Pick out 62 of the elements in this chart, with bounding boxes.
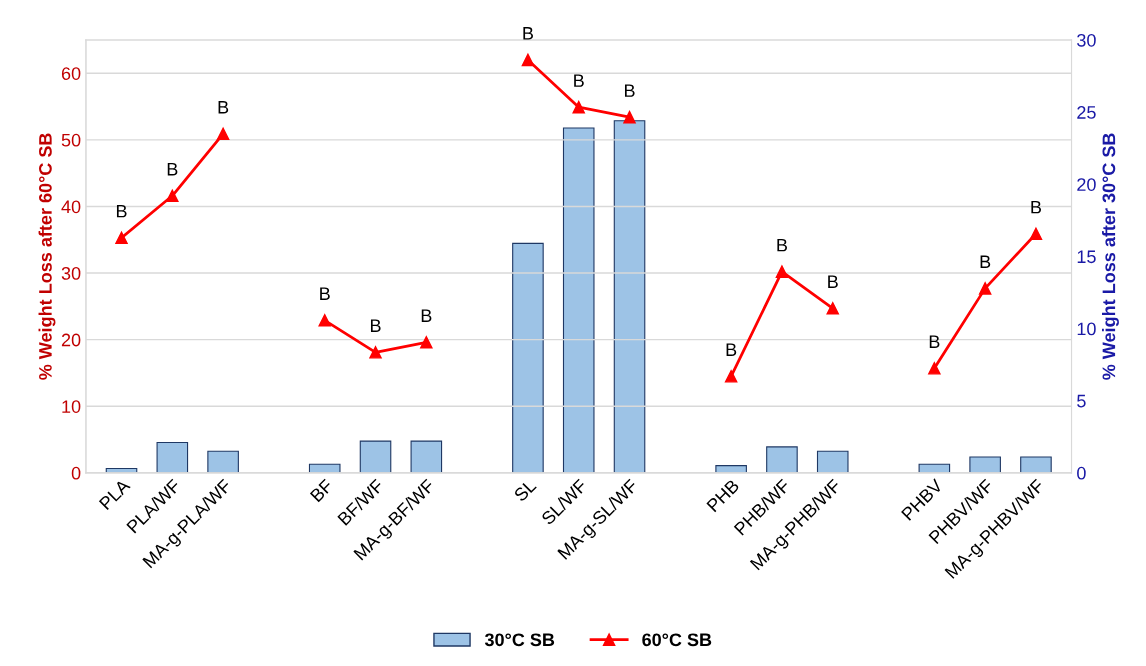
point — [318, 314, 331, 327]
y2-tick-label: 15 — [1077, 250, 1096, 264]
bar — [816, 450, 849, 473]
y-tick-label: 10 — [62, 400, 81, 413]
y-tick-label: 20 — [61, 333, 81, 347]
x-tick-label: BF — [309, 478, 334, 503]
annotation: B — [1031, 200, 1042, 214]
annotation: B — [574, 74, 584, 87]
point — [369, 346, 382, 359]
bar — [512, 242, 544, 473]
legend-label: 30°C SB — [484, 633, 555, 647]
bar — [969, 456, 1001, 473]
bar — [359, 440, 392, 473]
annotation: B — [980, 255, 991, 268]
point — [420, 336, 433, 349]
annotation: B — [320, 287, 330, 300]
legend-label: 60°C SB — [642, 633, 712, 647]
y2-tick-label: 0 — [1077, 466, 1086, 480]
point — [572, 100, 585, 114]
annotation: B — [421, 309, 432, 322]
y-tick-label: 0 — [71, 466, 81, 480]
bar — [410, 440, 443, 473]
y2-tick-label: 20 — [1077, 178, 1096, 191]
y-tick-label: 60 — [61, 67, 81, 80]
bar — [715, 465, 747, 473]
point — [978, 282, 992, 295]
y2-tick-label: 30 — [1077, 33, 1096, 47]
point — [1029, 227, 1043, 241]
annotation: B — [929, 335, 940, 348]
annotation: B — [370, 319, 381, 332]
point — [115, 231, 128, 245]
y2-axis-title: % Weight Loss after 30°C SB — [1102, 133, 1119, 380]
y2-tick-label: 25 — [1077, 106, 1096, 119]
point — [166, 189, 179, 203]
y-tick-label: 30 — [61, 266, 81, 280]
y-tick-label: 40 — [61, 200, 81, 214]
bar — [156, 442, 189, 473]
annotation: B — [167, 162, 178, 176]
annotation: B — [726, 343, 737, 356]
point — [623, 110, 636, 124]
bar — [766, 446, 798, 473]
point — [928, 362, 941, 375]
point — [724, 370, 738, 383]
bar — [562, 127, 595, 473]
y2-tick-label: 5 — [1077, 394, 1086, 408]
annotation: B — [523, 27, 533, 40]
point — [521, 53, 535, 67]
point — [775, 265, 789, 278]
y2-tick-label: 10 — [1077, 322, 1096, 336]
bar — [613, 120, 646, 473]
x-tick-label: SL — [513, 478, 537, 503]
point — [216, 127, 230, 141]
annotation: B — [218, 101, 229, 114]
annotation: B — [116, 204, 127, 218]
annotation: B — [828, 275, 838, 288]
y-tick-label: 50 — [61, 133, 81, 147]
bar — [207, 450, 239, 473]
annotation: B — [624, 84, 635, 97]
y-axis-title: % Weight Loss after 60°C SB — [38, 133, 56, 380]
point — [826, 302, 839, 315]
annotation: B — [777, 238, 788, 252]
bar — [1020, 456, 1052, 473]
